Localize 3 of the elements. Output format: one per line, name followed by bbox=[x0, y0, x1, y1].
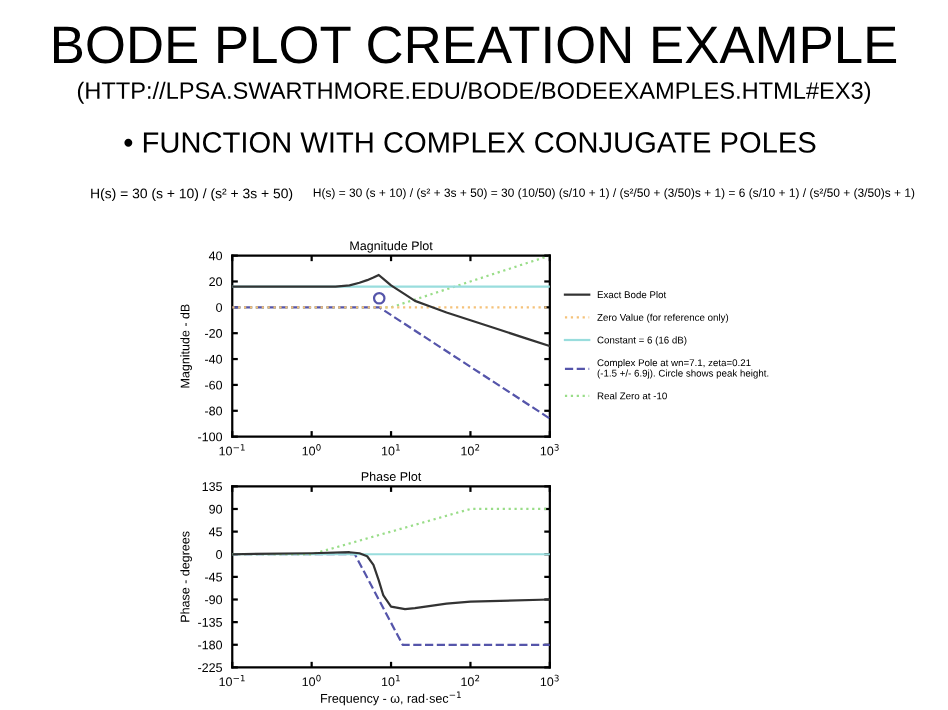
text: • FUNCTION WITH COMPLEX CONJUGATE POLES bbox=[124, 132, 816, 153]
chart-subtitle: (HTTP://LPSA.SWARTHMORE.EDU/BODE/BODEEXAMPLES.HTML#EX3) bbox=[77, 81, 871, 104]
chart-title: BODE PLOT CREATION EXAMPLE bbox=[54, 26, 897, 64]
